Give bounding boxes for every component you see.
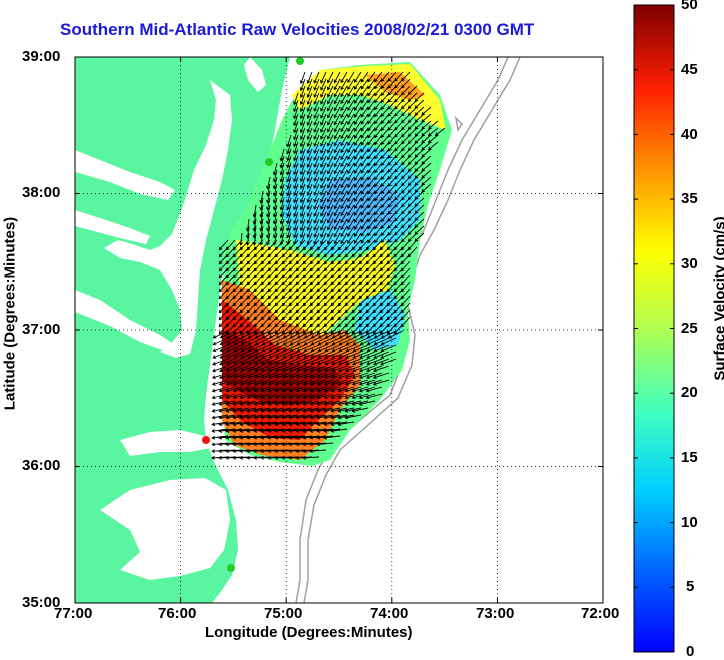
x-tick-label: 77:00 (54, 605, 92, 622)
station-marker-south (227, 564, 235, 572)
station-marker-red (202, 436, 210, 444)
colorbar-tick-label: 15 (681, 449, 698, 466)
colorbar-tick-label: 5 (686, 578, 694, 595)
station-marker-central (265, 158, 273, 166)
colorbar (634, 5, 674, 652)
station-marker-north (296, 57, 304, 65)
y-tick-label: 36:00 (22, 457, 60, 474)
colorbar-tick-label: 25 (681, 320, 698, 337)
x-tick-label: 76:00 (158, 605, 196, 622)
colorbar-tick-label: 45 (681, 61, 698, 78)
y-axis-label: Latitude (Degrees:Minutes) (2, 214, 19, 414)
colorbar-tick-label: 40 (681, 126, 698, 143)
x-tick-label: 72:00 (581, 605, 619, 622)
x-tick-label: 74:00 (370, 605, 408, 622)
y-tick-label: 39:00 (22, 48, 60, 65)
y-tick-label: 38:00 (22, 184, 60, 201)
colorbar-tick-label: 10 (681, 514, 698, 531)
x-axis-label: Longitude (Degrees:Minutes) (205, 624, 413, 641)
y-tick-label: 37:00 (22, 321, 60, 338)
x-tick-label: 73:00 (476, 605, 514, 622)
colorbar-tick-label: 0 (686, 643, 694, 660)
colorbar-tick-label: 50 (681, 0, 698, 13)
colorbar-tick-label: 20 (681, 384, 698, 401)
colorbar-label: Surface Velocity (cm/s) (712, 189, 724, 409)
colorbar-tick-label: 30 (681, 255, 698, 272)
colorbar-tick-label: 35 (681, 190, 698, 207)
x-tick-label: 75:00 (264, 605, 302, 622)
